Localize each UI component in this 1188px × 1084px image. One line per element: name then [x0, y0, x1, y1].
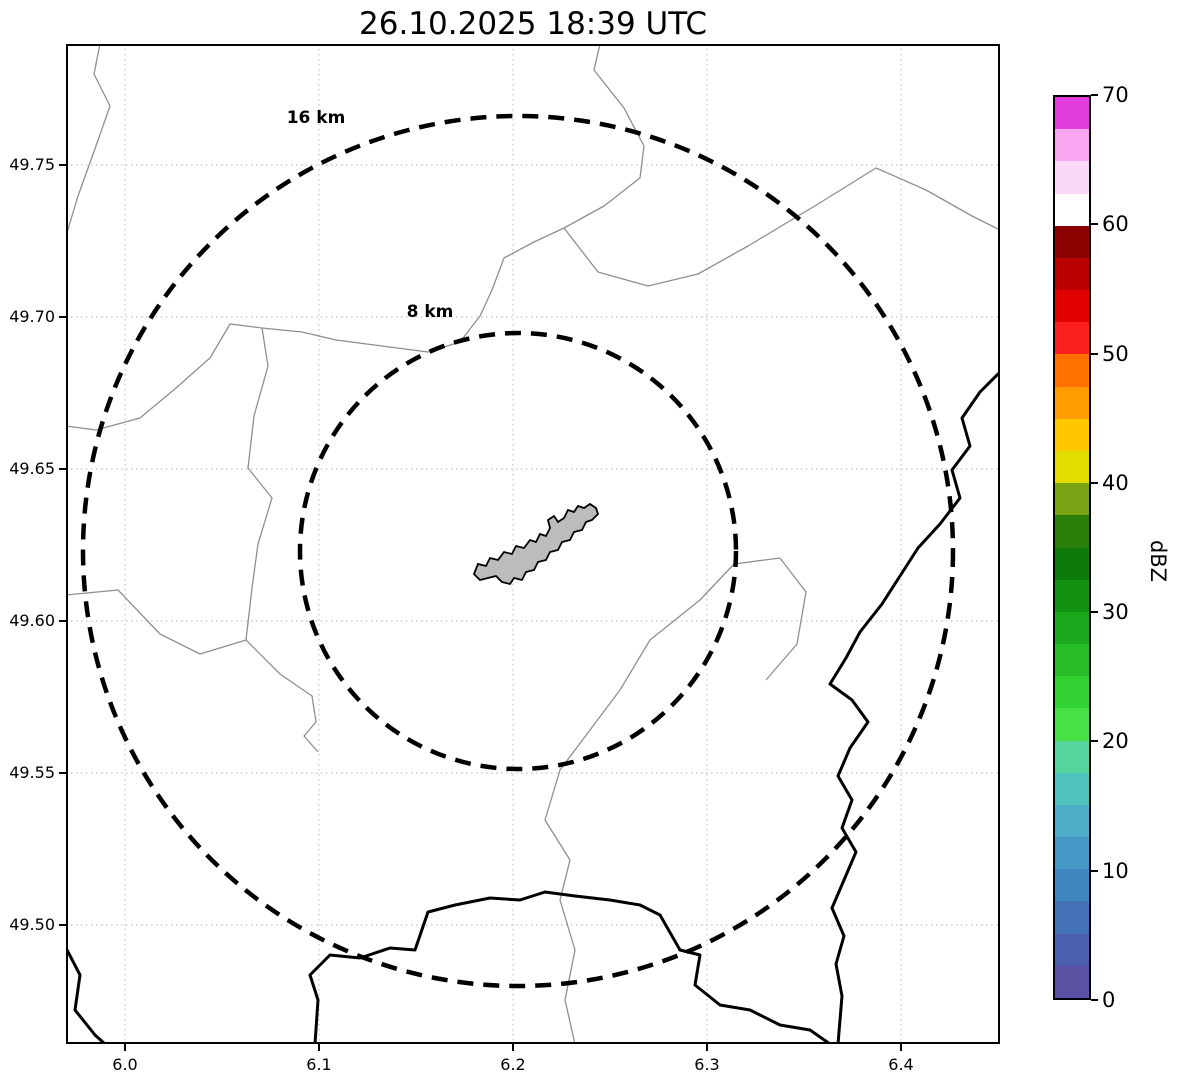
colorbar-band [1055, 289, 1089, 323]
x-tick-mark [512, 1044, 514, 1051]
city-boundary-polygon [472, 502, 600, 586]
colorbar-band [1055, 643, 1089, 677]
colorbar-tick-mark [1091, 481, 1098, 484]
y-tick-label: 49.65 [9, 459, 55, 478]
y-tick-mark [59, 316, 66, 318]
colorbar-band [1055, 514, 1089, 548]
admin-line [65, 43, 645, 431]
x-tick-label: 6.2 [500, 1055, 526, 1074]
colorbar-band [1055, 192, 1089, 226]
colorbar-tick-mark [1091, 999, 1098, 1001]
map-canvas: 16 km 8 km [64, 43, 1002, 1046]
colorbar-tick-mark [1091, 352, 1098, 355]
colorbar-band [1055, 675, 1089, 709]
admin-line [544, 557, 781, 1045]
colorbar-band [1055, 257, 1089, 291]
range-ring-16km-label: 16 km [287, 108, 346, 128]
colorbar-band [1055, 932, 1089, 966]
colorbar-label: dBZ [1146, 539, 1170, 583]
colorbar-band [1055, 385, 1089, 419]
colorbar-tick-label: 70 [1102, 83, 1129, 107]
colorbar-band [1055, 418, 1089, 451]
y-tick-mark [59, 164, 66, 166]
colorbar-tick-label: 20 [1102, 729, 1129, 754]
colorbar-band [1055, 804, 1089, 838]
colorbar-tick-label: 60 [1102, 212, 1129, 237]
colorbar-band [1055, 353, 1089, 387]
admin-line [563, 167, 1001, 287]
colorbar-band [1055, 450, 1089, 484]
x-tick-mark [706, 1044, 708, 1051]
y-tick-label: 49.75 [9, 155, 55, 174]
range-ring-16km [80, 113, 956, 989]
gridlines [66, 44, 1000, 1044]
colorbar-tick-label: 50 [1102, 341, 1129, 366]
admin-line [765, 557, 807, 681]
y-tick-label: 49.70 [9, 307, 55, 326]
x-tick-mark [124, 1044, 126, 1051]
colorbar-band [1055, 868, 1089, 902]
colorbar-band [1055, 707, 1089, 741]
colorbar-tick-mark [1091, 223, 1098, 226]
colorbar-tick-mark [1091, 740, 1098, 743]
colorbar-tick-label: 30 [1102, 600, 1129, 625]
colorbar-band [1055, 836, 1089, 870]
colorbar-band [1055, 965, 1089, 998]
colorbar-band [1055, 321, 1089, 355]
y-tick-label: 49.50 [9, 915, 55, 934]
colorbar-tick-label: 40 [1102, 470, 1129, 495]
y-tick-mark [59, 620, 66, 622]
colorbar-band [1055, 546, 1089, 580]
x-tick-label: 6.0 [112, 1055, 138, 1074]
x-tick-label: 6.3 [694, 1055, 720, 1074]
colorbar [1053, 95, 1091, 1000]
colorbar-band [1055, 160, 1089, 194]
colorbar-tick-mark [1091, 611, 1098, 614]
colorbar-tick-mark [1091, 94, 1098, 96]
range-ring-8km-label: 8 km [407, 302, 454, 322]
x-tick-label: 6.4 [888, 1055, 914, 1074]
colorbar-bands [1055, 97, 1089, 998]
colorbar-band [1055, 611, 1089, 645]
colorbar-band [1055, 97, 1089, 130]
x-tick-mark [900, 1044, 902, 1051]
colorbar-tick-label: 0 [1102, 988, 1116, 1012]
colorbar-band [1055, 128, 1089, 162]
border-line-southwest [64, 947, 107, 1046]
y-tick-mark [59, 772, 66, 774]
y-tick-mark [59, 924, 66, 926]
x-tick-label: 6.1 [306, 1055, 332, 1074]
plot-area: 16 km 8 km [64, 43, 1002, 1046]
colorbar-band [1055, 578, 1089, 612]
colorbar-tick-mark [1091, 869, 1098, 872]
range-ring-8km [297, 330, 739, 772]
colorbar-tick-label: 10 [1102, 858, 1129, 883]
figure-title: 26.10.2025 18:39 UTC [359, 6, 707, 42]
y-tick-mark [59, 468, 66, 470]
country-border-lines [64, 370, 1002, 1046]
colorbar-band [1055, 771, 1089, 805]
y-tick-label: 49.60 [9, 611, 55, 630]
plot-frame [66, 44, 1000, 1044]
admin-line [65, 43, 111, 237]
colorbar-band [1055, 900, 1089, 934]
y-tick-label: 49.55 [9, 763, 55, 782]
colorbar-band [1055, 739, 1089, 773]
colorbar-band [1055, 224, 1089, 258]
border-line-south [308, 890, 831, 1046]
border-line-east [828, 370, 1002, 1045]
colorbar-band [1055, 482, 1089, 516]
x-tick-mark [318, 1044, 320, 1051]
admin-line [245, 327, 273, 641]
admin-line [65, 589, 319, 753]
